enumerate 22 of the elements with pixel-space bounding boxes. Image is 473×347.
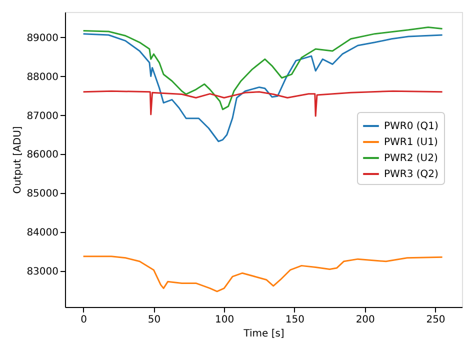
y-tick-label: 84000 xyxy=(26,228,58,239)
y-tick-label: 85000 xyxy=(26,188,58,200)
x-tick-label: 250 xyxy=(426,314,446,326)
x-axis-title: Time [s] xyxy=(242,328,284,340)
y-tick-label: 86000 xyxy=(26,150,58,161)
y-tick-label: 88000 xyxy=(26,72,58,83)
y-tick-label: 89000 xyxy=(26,32,58,44)
x-tick-label: 0 xyxy=(80,314,87,326)
line-series xyxy=(82,256,444,292)
y-tick-label: 83000 xyxy=(26,266,58,278)
legend-label: PWR0 (Q1) xyxy=(384,121,439,132)
legend-label: PWR3 (Q2) xyxy=(384,169,439,180)
line-series xyxy=(82,90,444,117)
x-tick-label: 100 xyxy=(215,314,234,326)
y-tick-label: 87000 xyxy=(26,110,58,122)
y-axis-title: Output [ADU] xyxy=(12,126,24,194)
x-tick-label: 50 xyxy=(148,314,161,326)
legend-label: PWR2 (U2) xyxy=(384,153,438,164)
line-series xyxy=(82,26,444,110)
x-tick-label: 150 xyxy=(285,314,305,326)
x-tick-label: 200 xyxy=(356,314,375,326)
legend-label: PWR1 (U1) xyxy=(384,137,438,148)
